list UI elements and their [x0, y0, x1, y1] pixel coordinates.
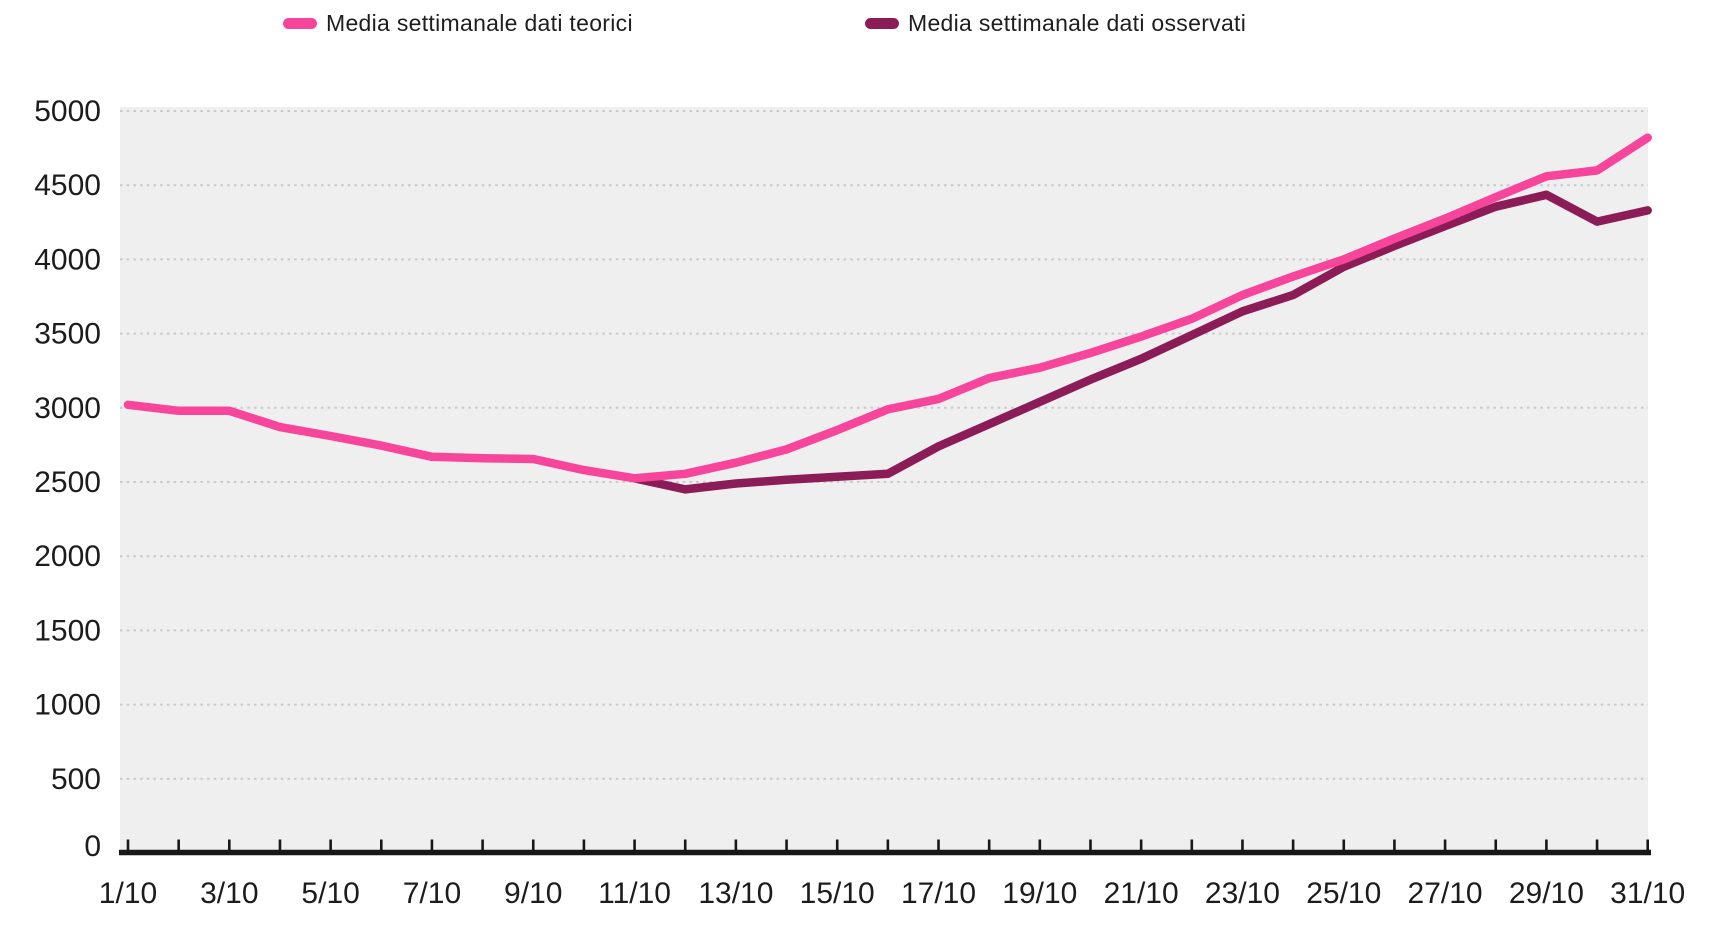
- x-axis-label-5-10: 5/10: [301, 877, 359, 910]
- x-axis-label-29-10: 29/10: [1509, 877, 1584, 910]
- x-axis-label-21-10: 21/10: [1104, 877, 1179, 910]
- series-osservati-line: [630, 190, 1652, 494]
- x-axis-label-23-10: 23/10: [1205, 877, 1280, 910]
- y-axis-label-500: 500: [51, 763, 101, 796]
- plot-area: [120, 107, 1648, 850]
- x-axis-label-11-10: 11/10: [598, 877, 671, 910]
- y-axis-label-3000: 3000: [34, 392, 101, 425]
- x-axis-label-3-10: 3/10: [200, 877, 258, 910]
- x-axis-label-7-10: 7/10: [403, 877, 461, 910]
- y-axis-label-4500: 4500: [34, 169, 101, 202]
- x-axis-label-17-10: 17/10: [901, 877, 976, 910]
- legend-label-osservati: Media settimanale dati osservati: [908, 9, 1247, 36]
- legend-swatch-teorici-icon: [283, 17, 317, 29]
- y-axis-label-5000: 5000: [34, 95, 101, 128]
- series-teorici-line: [123, 133, 1652, 483]
- y-axis-label-4000: 4000: [34, 243, 101, 276]
- x-axis-label-9-10: 9/10: [504, 877, 562, 910]
- y-axis-label-3500: 3500: [34, 318, 101, 351]
- x-axis-label-13-10: 13/10: [698, 877, 773, 910]
- x-axis-label-19-10: 19/10: [1002, 877, 1077, 910]
- x-axis-label-25-10: 25/10: [1306, 877, 1381, 910]
- x-axis-label-27-10: 27/10: [1408, 877, 1483, 910]
- legend-item-teorici: Media settimanale dati teorici: [283, 6, 633, 40]
- y-axis-label-1500: 1500: [34, 614, 101, 647]
- legend-swatch-osservati-icon: [865, 17, 899, 29]
- y-axis-label-0: 0: [84, 830, 101, 863]
- y-axis-label-1000: 1000: [34, 689, 101, 722]
- legend-item-osservati: Media settimanale dati osservati: [865, 6, 1246, 40]
- x-axis-label-31-10: 31/10: [1610, 877, 1685, 910]
- legend-label-teorici: Media settimanale dati teorici: [326, 9, 633, 36]
- y-axis-label-2500: 2500: [34, 466, 101, 499]
- x-axis-label-15-10: 15/10: [800, 877, 875, 910]
- y-axis-label-2000: 2000: [34, 540, 101, 573]
- x-axis-label-1-10: 1/10: [99, 877, 157, 910]
